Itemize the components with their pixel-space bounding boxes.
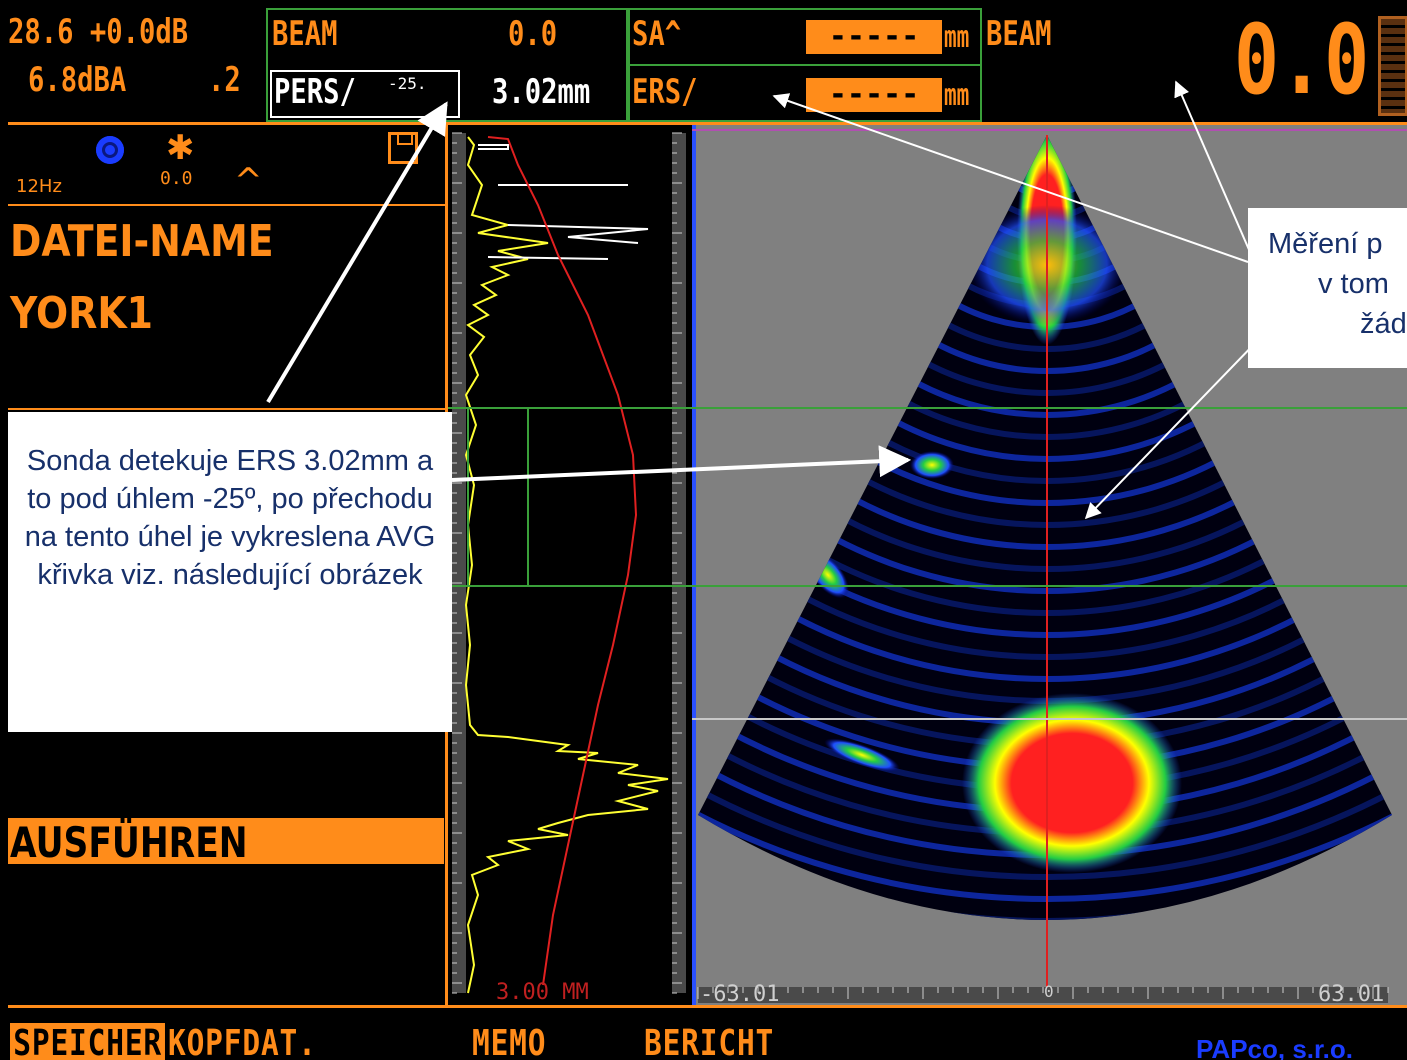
left-divider-1 [8, 204, 448, 206]
ascan-right-ruler [672, 133, 686, 993]
ers-value-field[interactable]: ----- [806, 78, 942, 112]
ascan-left-ruler [452, 133, 466, 993]
freeze-icon: ✱ [166, 128, 195, 168]
arrow-to-beam-cursor [1084, 335, 1263, 520]
pers-label: PERS/ [274, 72, 356, 112]
company-watermark: PAPco, s.r.o. [1196, 1034, 1354, 1060]
ascan-white-trace [478, 144, 649, 260]
right-callout: Měření p v tom žád [1248, 208, 1407, 368]
ascan-panel [448, 125, 704, 1005]
pers-field[interactable] [270, 70, 460, 118]
record-icon [96, 136, 124, 164]
left-callout-text: Sonda detekuje ERS 3.02mm a to pod úhlem… [24, 445, 436, 591]
sa-value: ----- [828, 19, 920, 54]
arrow-to-beam [1174, 80, 1251, 253]
sa-unit: mm [944, 20, 970, 55]
battery-icon [1378, 16, 1407, 116]
softkey-speicher[interactable]: SPEICHER [10, 1023, 166, 1060]
save-icon[interactable] [388, 132, 418, 164]
left-callout: Sonda detekuje ERS 3.02mm a to pod úhlem… [8, 412, 452, 732]
freq-label: 12Hz [16, 176, 62, 197]
right-callout-line2: v tom [1318, 268, 1389, 300]
ers-value: ----- [828, 77, 920, 112]
gain-offset: +0.0dB [89, 12, 189, 52]
file-name-label: DATEI-NAME [10, 216, 274, 267]
softkey-kopfdat[interactable]: KOPFDAT. [168, 1023, 317, 1060]
softkey-memo[interactable]: MEMO [472, 1023, 547, 1060]
arrow-up-icon: ^ [234, 161, 263, 201]
header-separator [8, 122, 1407, 125]
footer-separator [8, 1005, 1407, 1008]
execute-label: AUSFÜHREN [10, 818, 248, 867]
execute-button[interactable]: AUSFÜHREN [8, 818, 444, 867]
ers-label: ERS/ [632, 72, 698, 112]
x-mid-label: 0 [1044, 982, 1054, 1001]
arrow-to-reflector [451, 445, 912, 482]
sa-ers-divider [628, 64, 982, 66]
right-callout-line1: Měření p [1268, 228, 1383, 260]
beam-value: 0.0 [508, 14, 558, 54]
gain-readout: 28.6 +0.0dB [8, 12, 188, 52]
file-name-value: YORK1 [10, 288, 154, 339]
ers-reflector-echo [910, 451, 954, 479]
x-min-label: -63.01 [700, 982, 780, 1007]
softkey-bericht[interactable]: BERICHT [644, 1023, 775, 1060]
beam2-label: BEAM [986, 14, 1052, 54]
sa-label: SA^ [632, 14, 682, 54]
x-max-label: 63.01 [1318, 982, 1385, 1007]
pers-value: 3.02mm [492, 72, 591, 112]
ers-unit: mm [944, 78, 970, 113]
left-divider-2 [8, 408, 448, 410]
dba-step: .2 [208, 60, 241, 100]
right-callout-line3: žád [1360, 308, 1407, 340]
big-beam-value: 0.0 [1234, 8, 1370, 116]
beam-label: BEAM [272, 14, 338, 54]
backwall-echo [962, 693, 1182, 873]
pers-angle: -25. [388, 74, 427, 93]
dba-readout: 6.8dBA [28, 60, 126, 100]
ascan-scale-label: 3.00 MM [496, 980, 589, 1005]
arrow-to-ers [772, 93, 1249, 263]
dba-value: 6.8dBA [28, 60, 127, 100]
arrow-to-pers [266, 101, 448, 404]
sa-value-field[interactable]: ----- [806, 20, 942, 54]
freeze-value: 0.0 [160, 168, 193, 189]
avg-curve [487, 136, 638, 986]
ascan-amplitude-trace [464, 136, 669, 994]
gain-db: 28.6 [8, 12, 74, 52]
